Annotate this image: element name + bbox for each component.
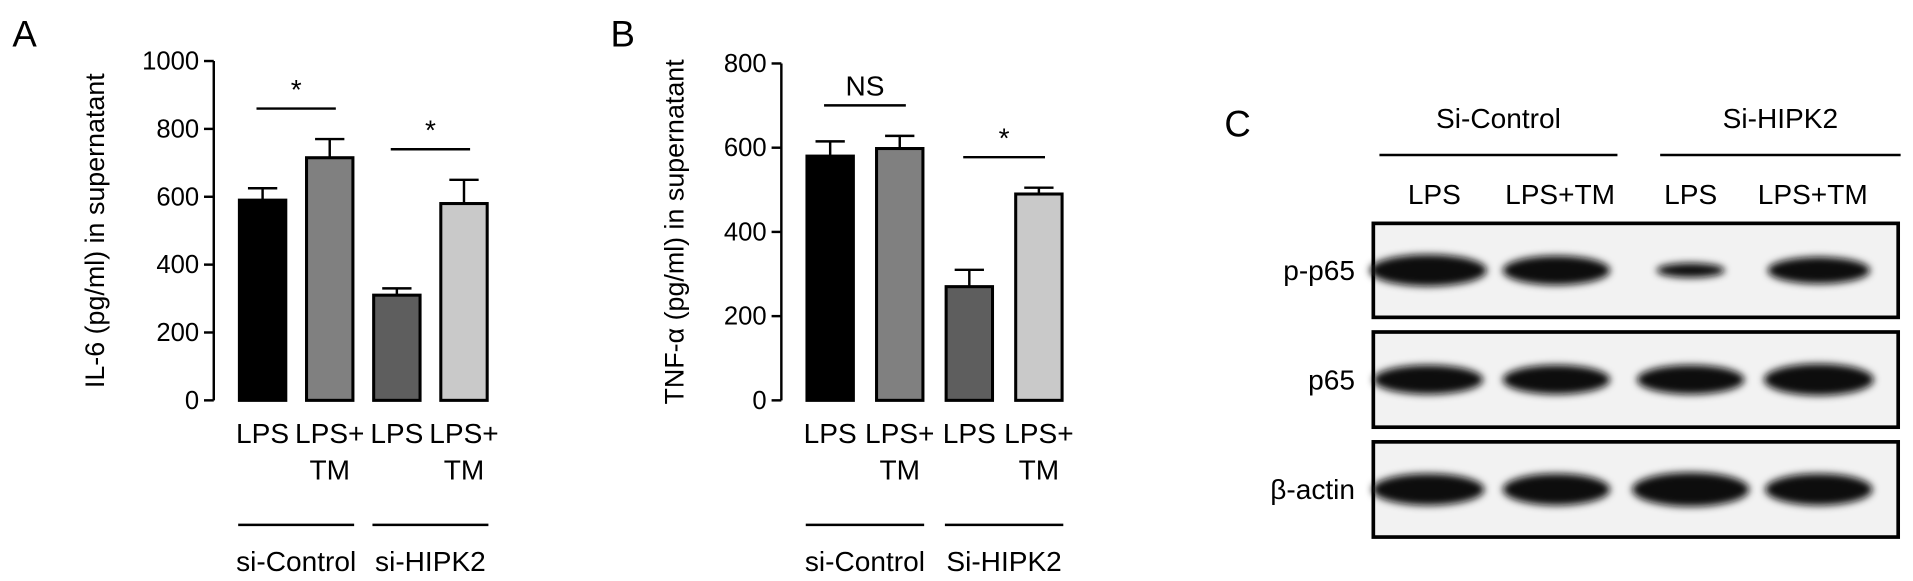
panel-letter: A (12, 13, 37, 54)
blot-band (1373, 364, 1484, 395)
bar (1014, 192, 1064, 402)
y-tick-label: 200 (724, 303, 767, 331)
bar (805, 154, 855, 402)
y-tick-label: 800 (156, 115, 199, 143)
blot-band (1502, 255, 1611, 286)
lane-label: LPS (1664, 179, 1717, 210)
y-tick-label: 200 (156, 319, 199, 347)
panel-letter: B (610, 13, 634, 54)
bar (875, 147, 925, 402)
bar (305, 156, 355, 402)
x-tick-label: LPS (370, 418, 423, 449)
blot-row-label: p65 (1308, 364, 1355, 395)
x-tick-label: LPS+ (1004, 418, 1073, 449)
x-tick-label: LPS (804, 418, 857, 449)
y-tick-label: 1000 (142, 48, 199, 76)
y-tick-label: 600 (724, 134, 767, 162)
bar (439, 202, 489, 402)
x-tick-label: LPS+ (865, 418, 934, 449)
blot-band (1636, 364, 1745, 395)
significance-label: * (425, 115, 436, 146)
bar (372, 293, 422, 402)
blot-band (1767, 256, 1871, 284)
panel-letter: C (1224, 104, 1250, 145)
group-label: Si-HIPK2 (946, 546, 1061, 577)
blot-band (1632, 472, 1750, 507)
x-tick-label: TM (879, 455, 920, 486)
y-axis-label: TNF-α (pg/ml) in supernatant (660, 59, 690, 405)
y-tick-label: 0 (185, 387, 199, 415)
y-tick-label: 800 (724, 50, 767, 78)
lane-label: LPS (1408, 179, 1461, 210)
blot-band (1372, 473, 1485, 506)
group-label: si-HIPK2 (375, 546, 486, 577)
blot-band (1656, 263, 1725, 278)
x-tick-label: TM (309, 455, 350, 486)
blot-group-label: Si-Control (1436, 103, 1561, 134)
y-tick-label: 600 (156, 183, 199, 211)
significance-label: * (999, 122, 1010, 153)
bar (944, 285, 995, 402)
x-tick-label: LPS (943, 418, 996, 449)
x-tick-label: TM (1019, 455, 1060, 486)
y-tick-label: 400 (156, 251, 199, 279)
bar (237, 198, 288, 402)
blot-band (1502, 473, 1611, 506)
blot-band (1369, 254, 1487, 287)
blot-band (1765, 473, 1873, 506)
blot-row-label: p-p65 (1283, 255, 1355, 286)
blot-band (1502, 364, 1611, 395)
y-axis-label: IL-6 (pg/ml) in supernatant (80, 73, 110, 388)
blot-band (1763, 363, 1874, 396)
blot-row-label: β-actin (1270, 474, 1355, 505)
blot-group-label: Si-HIPK2 (1723, 103, 1838, 134)
y-tick-label: 400 (724, 218, 767, 246)
group-label: si-Control (805, 546, 925, 577)
lane-label: LPS+TM (1505, 179, 1615, 210)
y-tick-label: 0 (752, 387, 766, 415)
x-tick-label: LPS+ (429, 418, 498, 449)
significance-label: * (291, 74, 302, 105)
x-tick-label: LPS (236, 418, 289, 449)
lane-label: LPS+TM (1758, 179, 1868, 210)
x-tick-label: TM (444, 455, 485, 486)
x-tick-label: LPS+ (295, 418, 364, 449)
group-label: si-Control (236, 546, 356, 577)
significance-label: NS (845, 71, 884, 102)
